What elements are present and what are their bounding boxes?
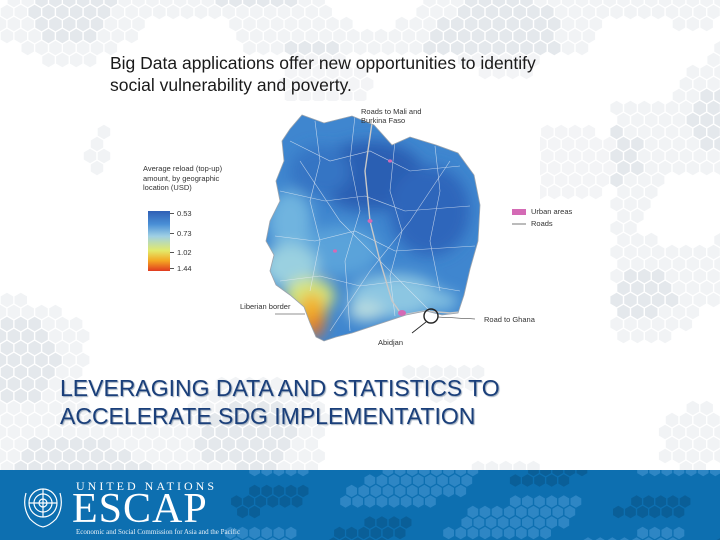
roads-swatch xyxy=(512,223,526,225)
poverty-map-figure: Roads to Mali and Burkina Faso Average r… xyxy=(140,101,572,357)
scale-legend-title-line-2: amount, by geographic xyxy=(143,173,220,183)
scale-tick xyxy=(170,252,174,253)
label-liberian-border: Liberian border xyxy=(240,302,291,311)
un-emblem-icon xyxy=(24,488,62,528)
intro-line-2: social vulnerability and poverty. xyxy=(110,75,352,95)
label-roads-mali-line-1: Roads to Mali and xyxy=(361,107,422,116)
color-scale-bar xyxy=(148,211,170,271)
intro-text: Big Data applications offer new opportun… xyxy=(110,52,630,96)
org-united-nations: UNITED NATIONS xyxy=(76,479,217,493)
roads-label: Roads xyxy=(531,219,553,228)
headline-line-2: ACCELERATE SDG IMPLEMENTATION xyxy=(60,403,476,429)
label-abidjan: Abidjan xyxy=(378,338,404,347)
scale-legend-title-line-1: Average reload (top-up) xyxy=(143,164,223,173)
cote-divoire-map xyxy=(265,114,481,342)
label-road-to-ghana: Road to Ghana xyxy=(484,315,535,324)
escap-footer-banner: UNITED NATIONS ESCAP Economic and Social… xyxy=(0,470,720,540)
scale-legend-title-line-3: location (USD) xyxy=(143,183,192,192)
scale-value-2: 1.02 xyxy=(177,248,192,257)
scale-legend-title: Average reload (top-up) amount, by geogr… xyxy=(143,164,222,193)
org-full-name: Economic and Social Commission for Asia … xyxy=(76,528,241,536)
urban-areas-swatch xyxy=(512,209,526,215)
label-roads-mali-line-2: Burkina Faso xyxy=(361,116,406,125)
scale-value-1: 0.73 xyxy=(177,229,192,238)
intro-line-1: Big Data applications offer new opportun… xyxy=(110,53,536,73)
scale-tick xyxy=(170,268,174,269)
scale-value-3: 1.44 xyxy=(177,264,192,273)
scale-value-0: 0.53 xyxy=(177,209,192,218)
label-roads-mali-burkina: Roads to Mali and Burkina Faso xyxy=(361,107,421,125)
scale-tick xyxy=(170,233,174,234)
escap-logo-text: ESCAP xyxy=(72,486,208,532)
footer-hexagon-pattern xyxy=(225,470,720,540)
headline-line-1: LEVERAGING DATA AND STATISTICS TO xyxy=(60,375,500,401)
urban-areas-label: Urban areas xyxy=(531,207,573,216)
scale-tick xyxy=(170,213,174,214)
slide-headline: LEVERAGING DATA AND STATISTICS TO ACCELE… xyxy=(60,374,700,430)
hexagon-background-pattern xyxy=(0,0,720,470)
